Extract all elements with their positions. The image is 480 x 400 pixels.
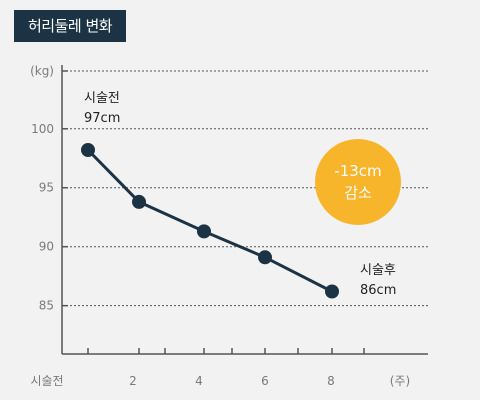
end-label-line2: 86cm [360,283,396,298]
y-tick-label: 85 [39,299,54,313]
y-axis-unit-label: (kg) [30,64,54,78]
x-tick-label: 시술전 [30,374,63,388]
reduction-badge [315,139,401,225]
start-label-line2: 97cm [84,111,120,126]
x-tick-label: 2 [129,374,137,388]
annotation-layer: 시술전 97cm 시술후 86cm -13cm 감소 [84,91,401,298]
tick-labels: (kg) 100 95 90 85 시술전 2 4 6 8 (주) [30,64,410,388]
series-line [86,148,333,293]
series-layer [81,143,339,299]
y-tick-label: 95 [39,181,54,195]
y-tick-label: 100 [31,122,54,136]
badge-line1: -13cm [334,162,381,180]
data-point [132,194,146,209]
axes [61,65,428,355]
chart-title: 허리둘레 변화 [14,10,127,42]
y-tick-label: 90 [39,240,54,254]
data-point [81,143,95,158]
x-tick-label: 6 [261,374,269,388]
badge-line2: 감소 [344,184,372,202]
start-label-line1: 시술전 [84,91,120,106]
x-axis-unit-label: (주) [390,374,410,388]
data-point [197,224,211,239]
data-point [258,250,272,265]
end-label-line1: 시술후 [360,263,396,278]
x-tick-label: 8 [327,374,335,388]
data-point [325,284,339,299]
x-tick-label: 4 [195,374,203,388]
